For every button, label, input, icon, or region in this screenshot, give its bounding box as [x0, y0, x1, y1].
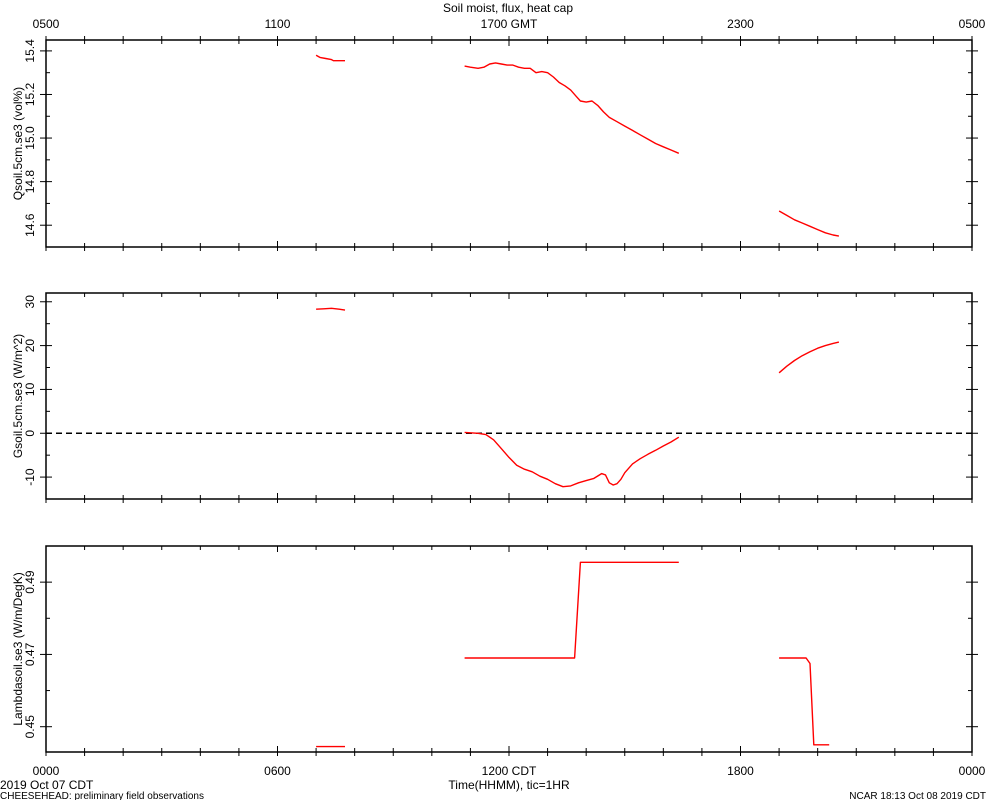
series-line	[315, 54, 345, 62]
plot-frame	[45, 292, 973, 500]
series-line	[464, 561, 679, 659]
y-tick-label: 20	[23, 339, 37, 353]
y-tick-label: 15.2	[23, 82, 37, 106]
top-tick-label: 0500	[959, 17, 986, 31]
panel-soil-moisture: 14.6 14.8 15.0 15.2 15.4 Qsoil.5cm.se3 (vol%)	[11, 36, 978, 251]
plot-frame	[45, 545, 973, 753]
y-axis-label: Lambdasoil.se3 (W/m/DegK)	[11, 572, 25, 725]
y-tick-label: 14.8	[23, 170, 37, 194]
y-axis-label: Gsoil.5cm.se3 (W/m^2)	[11, 334, 25, 458]
bottom-axis-tick-labels: 0000 0600 1200 CDT 1800 0000	[33, 764, 986, 778]
footer-timestamp: NCAR 18:13 Oct 08 2019 CDT	[849, 791, 986, 800]
top-tick-label: 1100	[265, 17, 291, 31]
y-tick-label: 0	[23, 430, 37, 437]
date-label: 2019 Oct 07 CDT	[0, 778, 94, 792]
series-line	[316, 307, 346, 311]
bottom-tick-label: 0000	[33, 764, 60, 778]
chart-title: Soil moist, flux, heat cap	[443, 1, 573, 15]
y-tick-label: 14.6	[23, 213, 37, 237]
bottom-tick-label: 0600	[264, 764, 291, 778]
y-axis-label: Qsoil.5cm.se3 (vol%)	[11, 87, 25, 200]
bottom-tick-label: 1200 CDT	[482, 764, 537, 778]
y-tick-label: 0.47	[23, 642, 37, 666]
y-tick-label: 30	[23, 295, 37, 309]
y-tick-label: 15.4	[23, 39, 37, 63]
x-axis-label: Time(HHMM), tic=1HR	[448, 778, 570, 792]
panel-soil-heat-flux: -10 0 10 20 30 Gsoil.5cm.se3 (W/m^2)	[11, 292, 978, 503]
series-line	[464, 431, 680, 488]
top-tick-label: 2300	[727, 17, 754, 31]
y-tick-label: 0.45	[23, 715, 37, 739]
y-tick-label: -10	[23, 468, 37, 486]
y-tick-label: 0.49	[23, 570, 37, 594]
plot-frame	[45, 39, 973, 248]
footer-project-note: CHEESEHEAD: preliminary field observatio…	[0, 791, 204, 800]
series-line	[778, 341, 840, 374]
series-line	[464, 62, 680, 154]
bottom-tick-label: 0000	[959, 764, 986, 778]
y-tick-label: 15.0	[23, 126, 37, 150]
top-tick-label: 0500	[33, 17, 60, 31]
series-line	[779, 657, 830, 746]
y-tick-label: 10	[23, 382, 37, 396]
series-line	[778, 210, 840, 237]
top-axis-tick-labels: 0500 1100 1700 GMT 2300 0500	[33, 17, 986, 31]
top-tick-label: 1700 GMT	[481, 17, 538, 31]
bottom-tick-label: 1800	[727, 764, 754, 778]
